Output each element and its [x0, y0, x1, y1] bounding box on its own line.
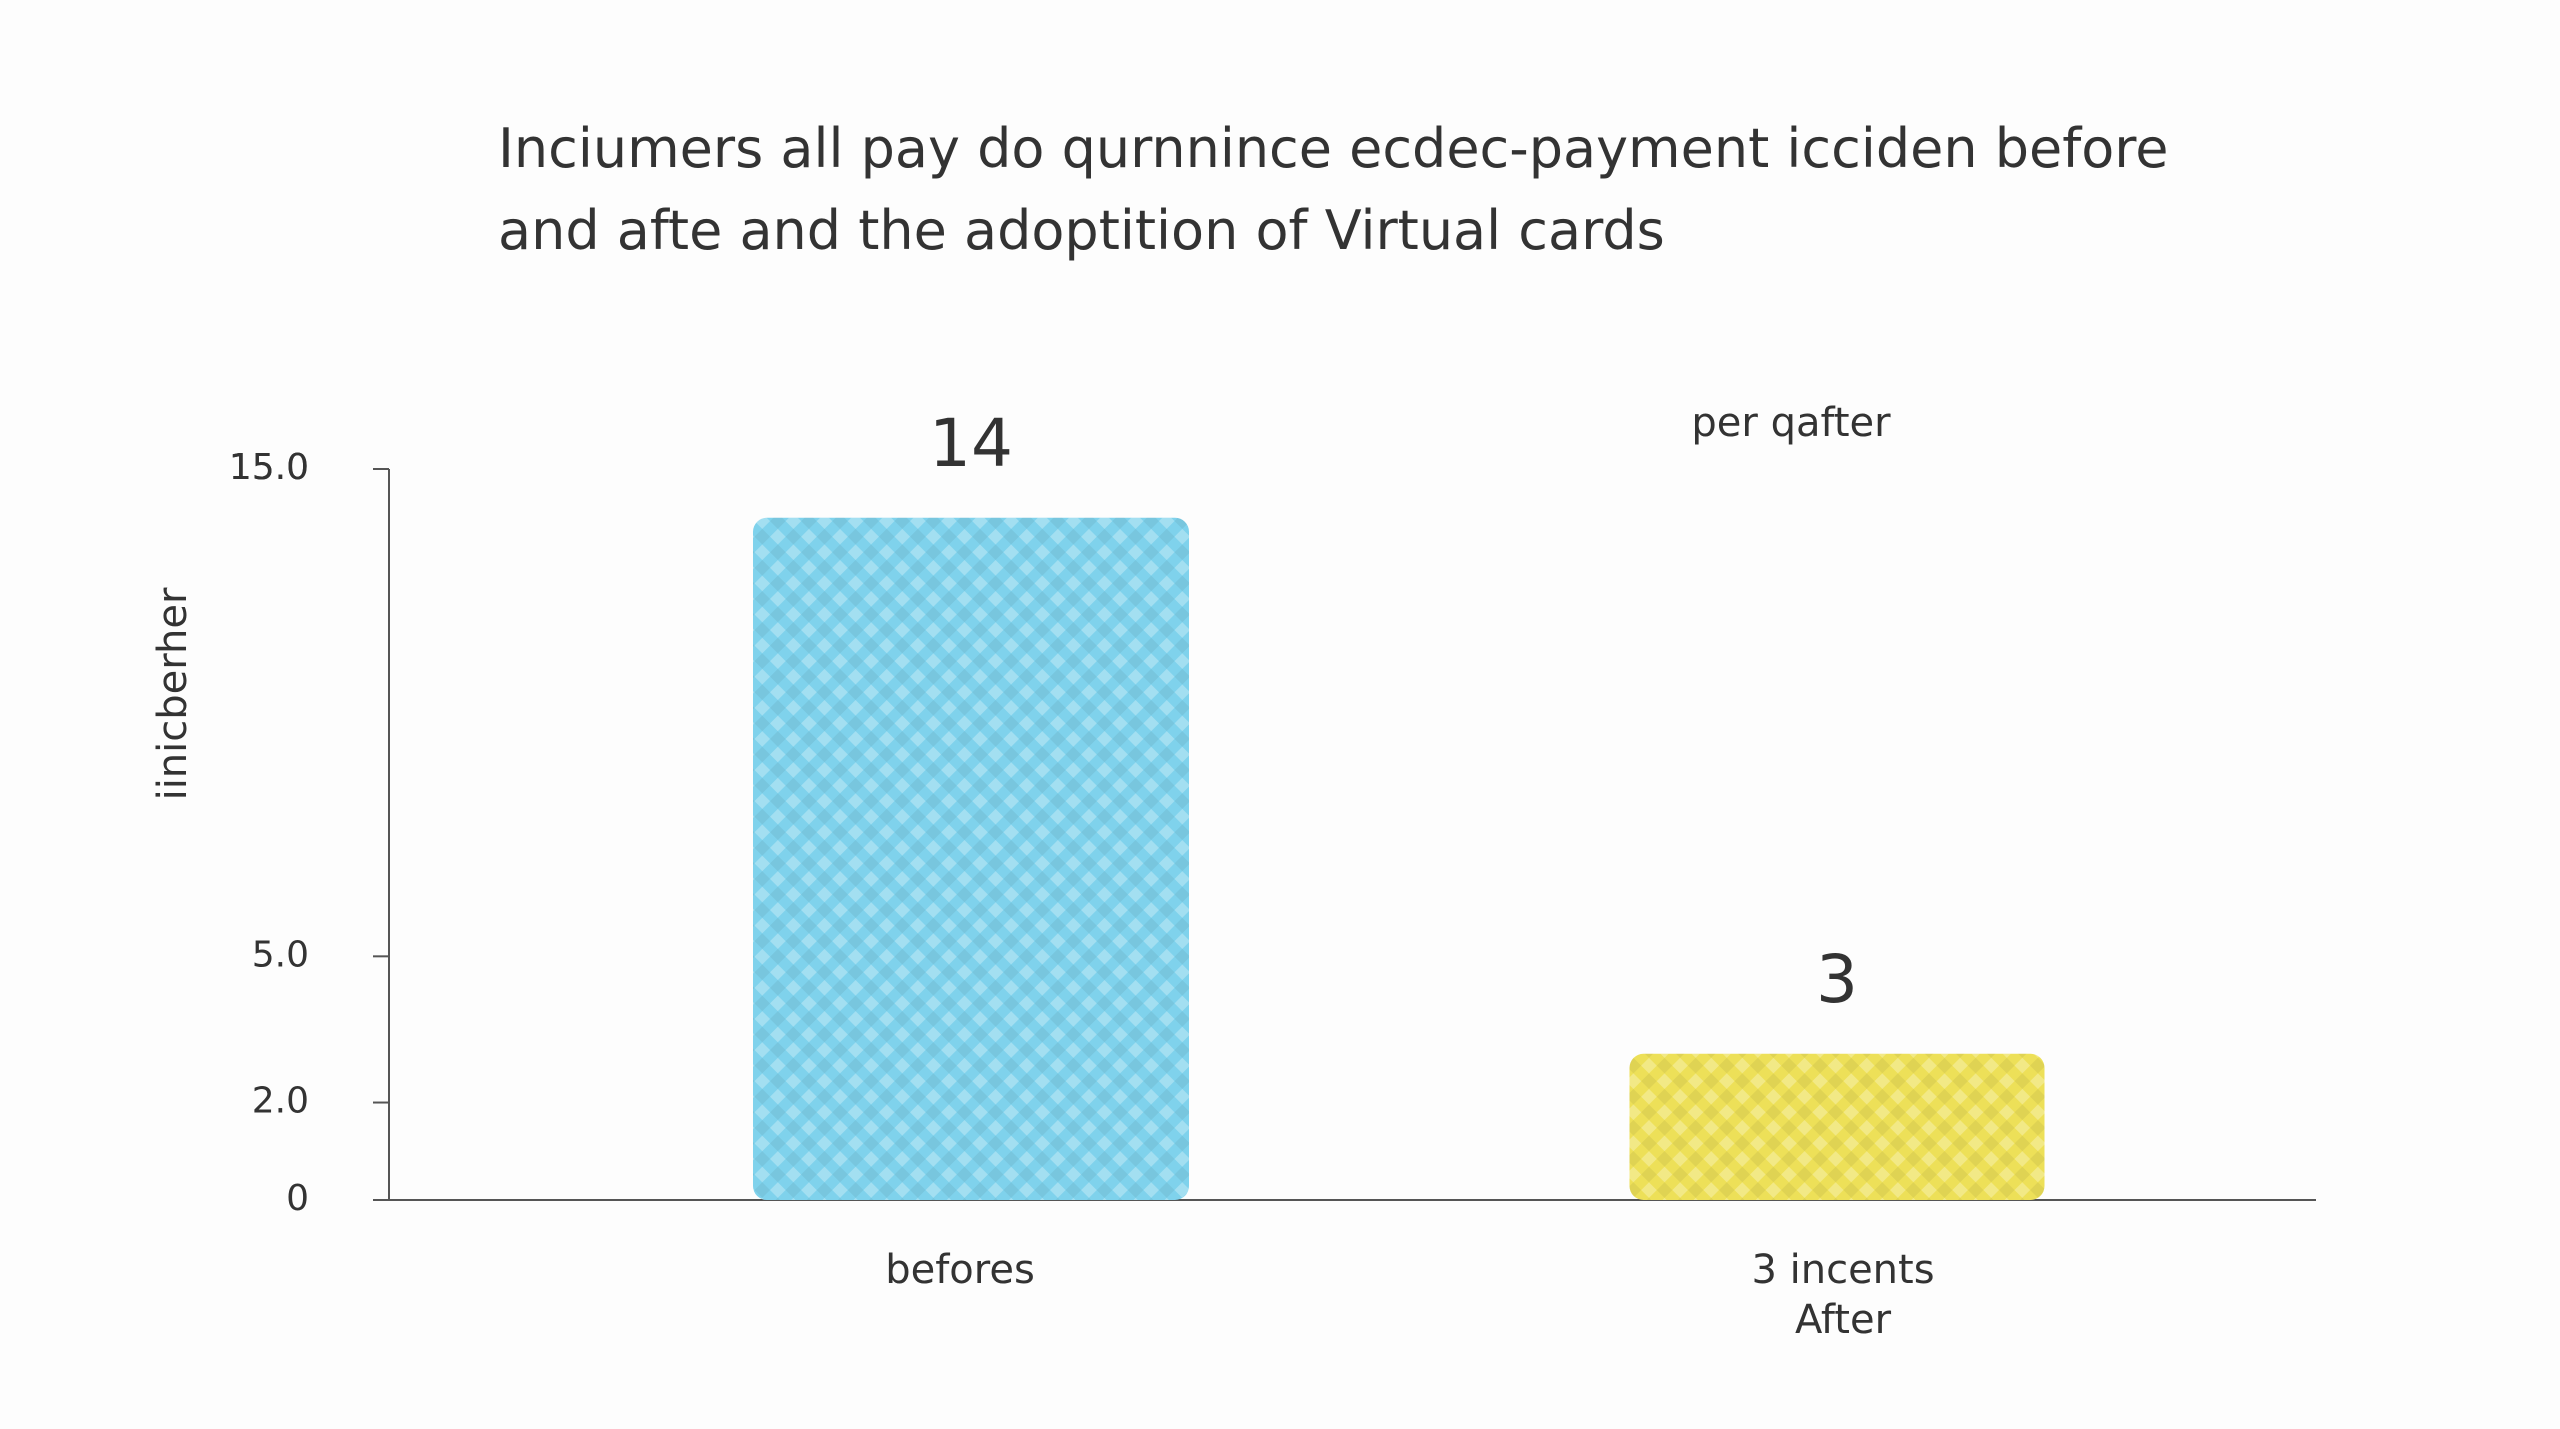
annotation: per qafter — [1691, 400, 1891, 446]
y-tick-label: 15.0 — [229, 447, 309, 488]
value-label: 3 — [1816, 941, 1858, 1018]
y-axis-label: iinicberher — [150, 587, 196, 800]
bar-texture — [753, 517, 1189, 1200]
y-tick-label: 15.0 — [229, 447, 309, 488]
y-tick-label: 0 — [286, 1178, 309, 1219]
bar-texture — [1629, 1053, 2045, 1200]
value-label: 14 — [929, 405, 1013, 482]
y-tick-label: 5.0 — [252, 934, 309, 975]
x-tick-label: 3 incents After — [1751, 1247, 1935, 1343]
x-tick-label: befores — [885, 1247, 1035, 1293]
chart-title: Inciumers all pay do qurnnince ecdec-pay… — [498, 117, 2169, 262]
y-tick-label: 2.0 — [252, 1081, 309, 1122]
